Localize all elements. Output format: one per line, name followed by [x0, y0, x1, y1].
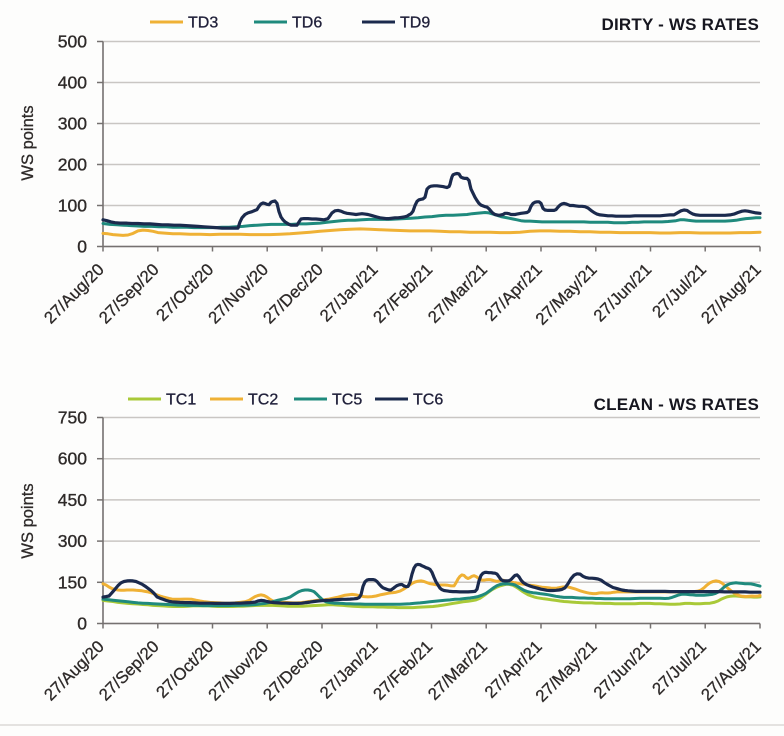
svg-text:TC5: TC5 — [332, 392, 362, 409]
svg-text:TD9: TD9 — [400, 15, 430, 32]
svg-text:300: 300 — [58, 114, 87, 134]
svg-text:0: 0 — [77, 237, 87, 257]
svg-text:TD6: TD6 — [292, 15, 322, 32]
svg-text:750: 750 — [58, 408, 87, 428]
svg-text:WS points: WS points — [19, 483, 37, 558]
svg-text:600: 600 — [58, 449, 87, 469]
svg-text:300: 300 — [58, 531, 87, 551]
svg-text:TC6: TC6 — [413, 392, 443, 409]
svg-text:TD3: TD3 — [188, 15, 218, 32]
svg-text:TC2: TC2 — [248, 392, 278, 409]
svg-text:100: 100 — [58, 196, 87, 216]
svg-text:150: 150 — [58, 572, 87, 592]
svg-text:200: 200 — [58, 155, 87, 175]
svg-text:TC1: TC1 — [166, 392, 196, 409]
svg-text:500: 500 — [58, 32, 87, 52]
svg-text:450: 450 — [58, 490, 87, 510]
svg-text:WS points: WS points — [19, 105, 37, 180]
svg-text:0: 0 — [77, 614, 87, 634]
svg-text:DIRTY - WS RATES: DIRTY - WS RATES — [602, 15, 759, 34]
svg-text:400: 400 — [58, 73, 87, 93]
svg-text:CLEAN - WS RATES: CLEAN - WS RATES — [594, 395, 759, 414]
